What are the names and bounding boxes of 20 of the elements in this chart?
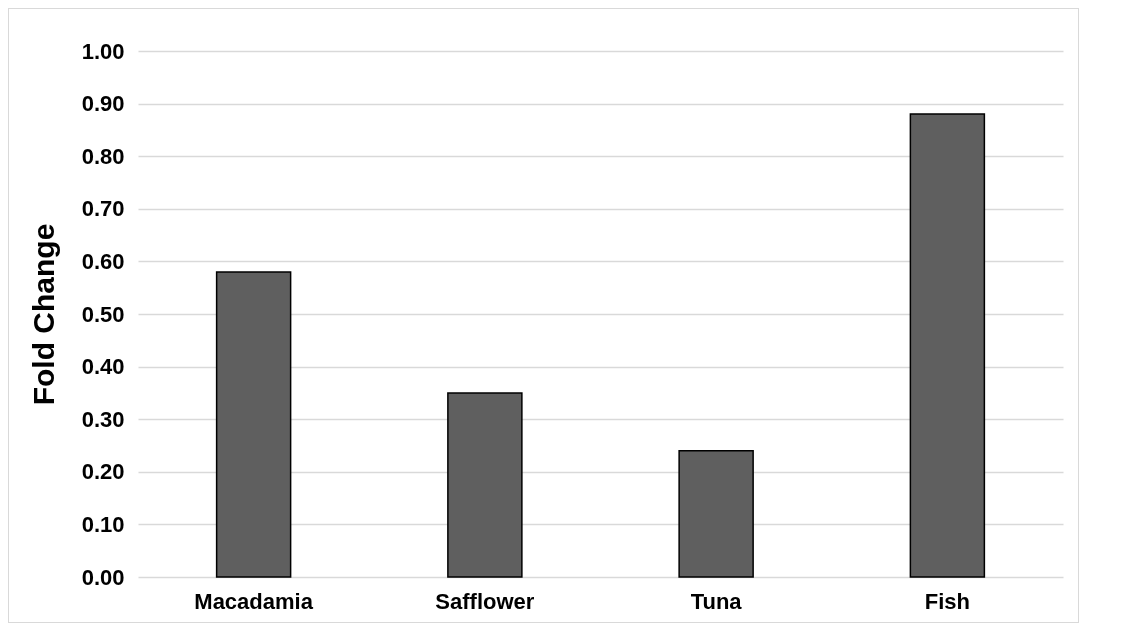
x-tick-label: Fish: [924, 588, 970, 614]
y-tick-label: 0.70: [81, 196, 125, 222]
y-tick-label: 0.10: [81, 511, 125, 537]
y-tick-label: 0.20: [81, 459, 125, 485]
y-tick-label: 0.80: [81, 143, 125, 169]
y-tick-label: 0.30: [81, 406, 125, 432]
y-axis-title: Fold Change: [26, 223, 60, 406]
x-tick-label: Safflower: [435, 588, 535, 614]
y-tick-label: 0.40: [81, 354, 125, 380]
y-tick-label: 1.00: [81, 38, 125, 64]
y-tick-label: 0.50: [81, 301, 125, 327]
x-tick-label: Tuna: [690, 588, 743, 614]
y-tick-label: 0.00: [81, 564, 125, 590]
bar: [215, 271, 292, 578]
y-tick-label: 0.90: [81, 91, 125, 117]
bar: [678, 450, 754, 578]
x-tick-label: Macadamia: [194, 588, 314, 614]
bar: [909, 113, 986, 578]
bar: [447, 392, 523, 578]
y-tick-label: 0.60: [81, 248, 125, 274]
